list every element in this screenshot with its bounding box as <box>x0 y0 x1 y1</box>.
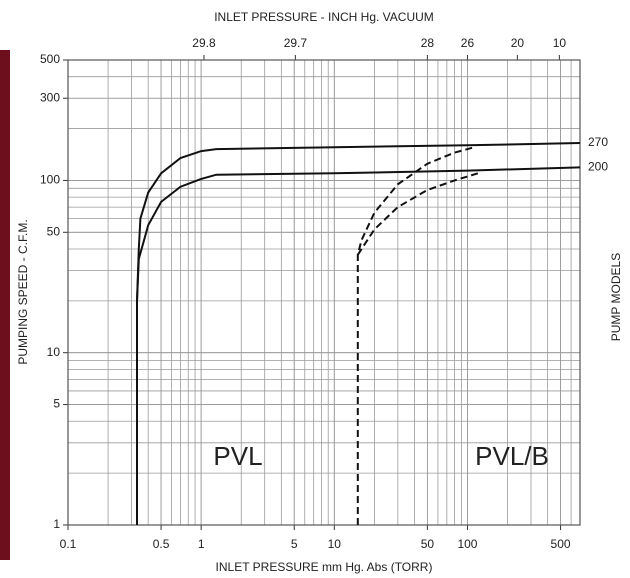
annotation: PVL/B <box>475 441 549 471</box>
x2-tick-label: 28 <box>421 36 435 50</box>
x-tick-label: 100 <box>457 537 477 551</box>
y-tick-label: 100 <box>40 173 60 187</box>
side-bar <box>0 50 10 560</box>
x2-tick-label: 29.7 <box>284 36 308 50</box>
y2-axis-title: PUMP MODELS <box>609 253 623 341</box>
x-tick-label: 50 <box>421 537 435 551</box>
x-tick-label: 5 <box>291 537 298 551</box>
series-line <box>356 146 474 525</box>
x2-tick-label: 26 <box>461 36 475 50</box>
x-tick-label: 1 <box>198 537 205 551</box>
series-line <box>136 166 581 525</box>
x-tick-label: 0.5 <box>153 537 170 551</box>
y-axis-title: PUMPING SPEED - C.F.M. <box>16 219 30 364</box>
y-tick-label: 50 <box>47 224 61 238</box>
series-label: 200 <box>588 160 608 174</box>
y-tick-label: 500 <box>40 52 60 66</box>
plot-border <box>67 59 581 526</box>
x-tick-label: 0.1 <box>60 537 77 551</box>
series-label: 270 <box>588 135 608 149</box>
x2-tick-label: 20 <box>511 36 525 50</box>
x-tick-label: 500 <box>551 537 571 551</box>
x2-tick-label: 29.8 <box>192 36 216 50</box>
x2-tick-label: 10 <box>553 36 567 50</box>
y-tick-label: 10 <box>47 345 61 359</box>
x-axis-title: INLET PRESSURE mm Hg. Abs (TORR) <box>216 560 433 574</box>
y-tick-label: 5 <box>53 397 60 411</box>
y-tick-label: 300 <box>40 90 60 104</box>
x2-axis-title: INLET PRESSURE - INCH Hg. VACUUM <box>214 10 434 24</box>
y-tick-label: 1 <box>53 517 60 531</box>
plot-area <box>68 60 580 525</box>
annotation: PVL <box>213 441 262 471</box>
series-line <box>356 172 479 256</box>
x-tick-label: 10 <box>328 537 342 551</box>
